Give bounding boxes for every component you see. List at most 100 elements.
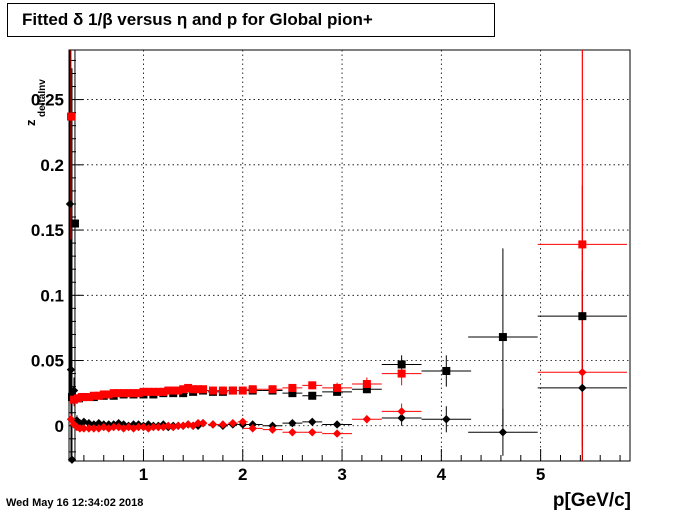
data-markers	[65, 112, 587, 464]
data-point-diamond	[174, 421, 183, 430]
x-tick-label: 3	[337, 465, 346, 484]
x-tick-label: 1	[139, 465, 148, 484]
data-point-square	[77, 393, 86, 402]
data-point-square	[144, 387, 153, 396]
data-point-square	[70, 219, 79, 228]
data-point-diamond	[397, 407, 406, 416]
data-point-diamond	[149, 422, 158, 432]
data-point-diamond	[218, 420, 228, 429]
data-point-diamond	[308, 428, 317, 437]
y-axis-label: z deltaInv	[23, 79, 48, 126]
data-point-square	[208, 386, 217, 395]
y-tick-label: 0.05	[31, 352, 64, 371]
x-axis-label: p[GeV/c]	[552, 490, 631, 511]
data-point-square	[238, 386, 247, 395]
data-point-diamond	[248, 424, 257, 433]
y-tick-label: 0.15	[31, 221, 64, 240]
data-point-diamond	[104, 424, 113, 433]
data-point-square	[94, 391, 103, 400]
data-point-diamond	[119, 424, 128, 433]
data-point-square	[114, 389, 123, 398]
data-point-square	[184, 383, 193, 392]
data-point-square	[99, 390, 108, 399]
data-point-square	[308, 381, 317, 390]
data-point-diamond	[228, 418, 238, 428]
x-tick-label: 5	[536, 465, 545, 484]
data-point-square	[159, 387, 168, 396]
data-point-square	[362, 385, 371, 394]
x-tick-label: 4	[437, 465, 447, 484]
data-point-square	[578, 240, 587, 249]
data-point-square	[164, 386, 173, 395]
y-axis-label-sub: deltaInv	[37, 79, 48, 117]
data-point-diamond	[288, 418, 297, 428]
data-point-diamond	[69, 386, 79, 395]
tick-labels: 1 2 3 4 5 0 0.05 0.1 0.15 0.2 0.25	[31, 91, 545, 484]
data-point-diamond	[154, 422, 163, 432]
data-point-diamond	[89, 424, 99, 433]
data-point-square	[199, 385, 208, 394]
data-point-square	[149, 387, 158, 396]
data-point-square	[498, 333, 507, 342]
y-tick-label: 0.1	[40, 286, 64, 305]
data-point-square	[84, 393, 93, 402]
data-point-diamond	[308, 417, 317, 427]
data-point-square	[109, 389, 118, 398]
data-point-diamond	[66, 415, 76, 424]
data-point-square	[124, 389, 133, 398]
data-point-square	[228, 386, 237, 395]
data-point-diamond	[288, 428, 297, 437]
y-axis-label-main: z	[23, 119, 38, 126]
data-point-diamond	[238, 417, 247, 427]
data-point-diamond	[208, 420, 218, 429]
data-point-square	[89, 391, 98, 400]
chart-title: Fitted δ 1/β versus η and p for Global p…	[7, 3, 495, 37]
data-point-diamond	[129, 424, 138, 433]
data-point-square	[397, 369, 406, 378]
data-point-diamond	[397, 413, 406, 423]
data-point-diamond	[134, 422, 143, 432]
data-point-square	[288, 389, 297, 398]
data-point-diamond	[65, 199, 75, 209]
data-point-square	[174, 386, 183, 395]
data-point-square	[268, 385, 277, 394]
data-point-diamond	[79, 424, 89, 433]
data-point-square	[248, 385, 257, 394]
data-point-square	[218, 386, 227, 395]
data-point-square	[194, 385, 203, 394]
data-point-square	[442, 366, 451, 375]
timestamp: Wed May 16 12:34:02 2018	[6, 497, 144, 509]
data-point-diamond	[332, 420, 342, 429]
grid-lines	[69, 50, 630, 461]
data-point-diamond	[332, 429, 342, 438]
data-point-square	[179, 385, 188, 394]
x-tick-label: 2	[238, 465, 247, 484]
data-point-square	[333, 383, 342, 392]
data-point-diamond	[66, 365, 76, 374]
data-point-diamond	[109, 422, 118, 432]
data-point-square	[308, 391, 317, 400]
data-point-square	[66, 112, 75, 121]
data-point-square	[578, 312, 587, 321]
data-point-diamond	[84, 418, 94, 428]
data-point-square	[134, 389, 143, 398]
y-tick-label: 0.25	[31, 91, 64, 110]
y-tick-label: 0.2	[40, 156, 64, 175]
data-point-diamond	[193, 418, 203, 428]
data-point-square	[104, 390, 113, 399]
data-point-square	[119, 389, 128, 398]
data-point-square	[189, 385, 198, 394]
data-point-square	[397, 360, 406, 369]
data-point-square	[139, 387, 148, 396]
data-point-diamond	[578, 383, 587, 393]
axes	[68, 49, 631, 462]
data-point-square	[154, 387, 163, 396]
data-point-diamond	[442, 415, 451, 424]
data-point-diamond	[84, 424, 94, 433]
data-point-diamond	[67, 455, 77, 464]
plot-frame	[68, 49, 631, 462]
data-point-diamond	[498, 428, 508, 437]
data-point-diamond	[362, 415, 372, 424]
data-point-diamond	[578, 368, 587, 377]
